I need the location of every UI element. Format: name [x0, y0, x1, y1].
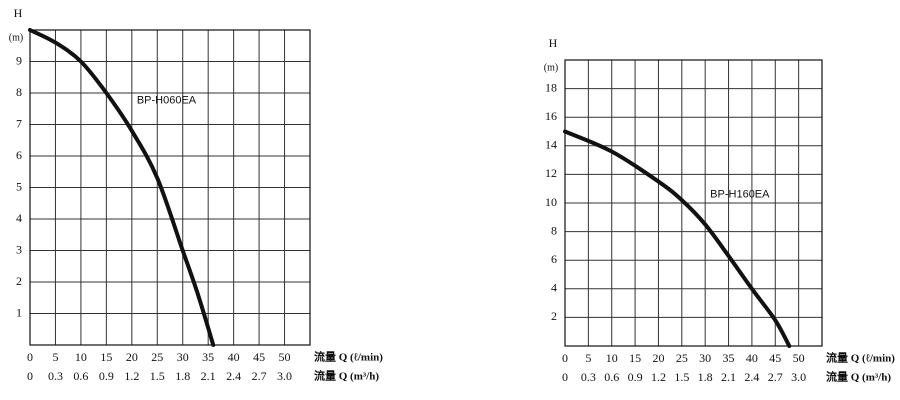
x2-tick-label: 0.3: [581, 370, 596, 384]
x2-tick-label: 0.9: [99, 369, 114, 383]
y-axis-unit: (m): [544, 62, 558, 73]
x2-tick-label: 2.1: [201, 369, 216, 383]
y-axis-unit: (m): [9, 32, 23, 43]
x-tick-label: 30: [177, 350, 189, 364]
y-tick-label: 5: [16, 179, 22, 193]
x2-tick-label: 0: [562, 370, 568, 384]
y-tick-label: 8: [551, 223, 557, 237]
x2-tick-label: 1.2: [651, 370, 666, 384]
x-tick-label: 45: [769, 351, 781, 365]
x2-tick-label: 2.7: [252, 369, 267, 383]
x-tick-label: 35: [202, 350, 214, 364]
x-tick-label: 10: [606, 351, 618, 365]
y-tick-label: 6: [551, 252, 557, 266]
curve: [563, 129, 792, 348]
x2-tick-label: 1.2: [124, 369, 139, 383]
y-tick-label: 14: [545, 138, 557, 152]
x2-tick-label: 2.4: [226, 369, 241, 383]
y-tick-label: 3: [16, 242, 22, 256]
x2-tick-label: 0.6: [73, 369, 88, 383]
curve-label: BP-H160EA: [710, 188, 770, 200]
x-tick-label: 40: [228, 350, 240, 364]
plot-frame: [29, 29, 311, 346]
y-tick-label: 10: [545, 195, 557, 209]
x-tick-label: 35: [723, 351, 735, 365]
x-tick-label: 5: [52, 350, 58, 364]
x2-tick-label: 0: [27, 369, 33, 383]
x-tick-label: 25: [676, 351, 688, 365]
y-tick-label: 16: [545, 109, 557, 123]
x-tick-label: 45: [253, 350, 265, 364]
x-tick-label: 15: [629, 351, 641, 365]
y-tick-label: 1: [16, 305, 22, 319]
x2-tick-label: 3.0: [277, 369, 292, 383]
x-tick-label: 30: [699, 351, 711, 365]
x-tick-label: 20: [126, 350, 138, 364]
y-tick-label: 12: [545, 166, 557, 180]
x2-tick-label: 0.3: [48, 369, 63, 383]
x-tick-label: 25: [151, 350, 163, 364]
x2-tick-label: 2.1: [721, 370, 736, 384]
curve-label: BP-H060EA: [137, 95, 197, 107]
x2-tick-label: 0.6: [604, 370, 619, 384]
x-tick-label: 0: [562, 351, 568, 365]
x-tick-label: 40: [746, 351, 758, 365]
x2-tick-label: 0.9: [628, 370, 643, 384]
x-tick-label: 50: [279, 350, 291, 364]
x-tick-label: 50: [793, 351, 805, 365]
x2-axis-label: 流量 Q (m³/h): [314, 369, 379, 383]
y-tick-label: 7: [16, 116, 22, 130]
x2-tick-label: 2.4: [744, 370, 759, 384]
y-tick-label: 8: [16, 85, 22, 99]
y-tick-label: 4: [16, 211, 22, 225]
x-axis-label: 流量 Q (ℓ/min): [826, 351, 895, 365]
y-axis-label: H: [14, 6, 23, 20]
y-axis-label: H: [549, 36, 558, 50]
y-tick-label: 6: [16, 148, 22, 162]
plot-frame: [564, 59, 823, 347]
x-tick-label: 5: [585, 351, 591, 365]
x-tick-label: 10: [75, 350, 87, 364]
y-tick-label: 2: [551, 309, 557, 323]
x-axis-label: 流量 Q (ℓ/min): [314, 350, 383, 364]
x-tick-label: 0: [27, 350, 33, 364]
x2-tick-label: 1.5: [674, 370, 689, 384]
x2-tick-label: 1.8: [698, 370, 713, 384]
y-tick-label: 4: [551, 281, 557, 295]
y-tick-label: 9: [16, 53, 22, 67]
curve: [28, 28, 216, 347]
y-tick-label: 18: [545, 80, 557, 94]
x2-axis-label: 流量 Q (m³/h): [826, 370, 891, 384]
x-tick-label: 15: [100, 350, 112, 364]
y-tick-label: 2: [16, 274, 22, 288]
x2-tick-label: 3.0: [791, 370, 806, 384]
x2-tick-label: 1.5: [150, 369, 165, 383]
x2-tick-label: 1.8: [175, 369, 190, 383]
x-tick-label: 20: [652, 351, 664, 365]
x2-tick-label: 2.7: [768, 370, 783, 384]
